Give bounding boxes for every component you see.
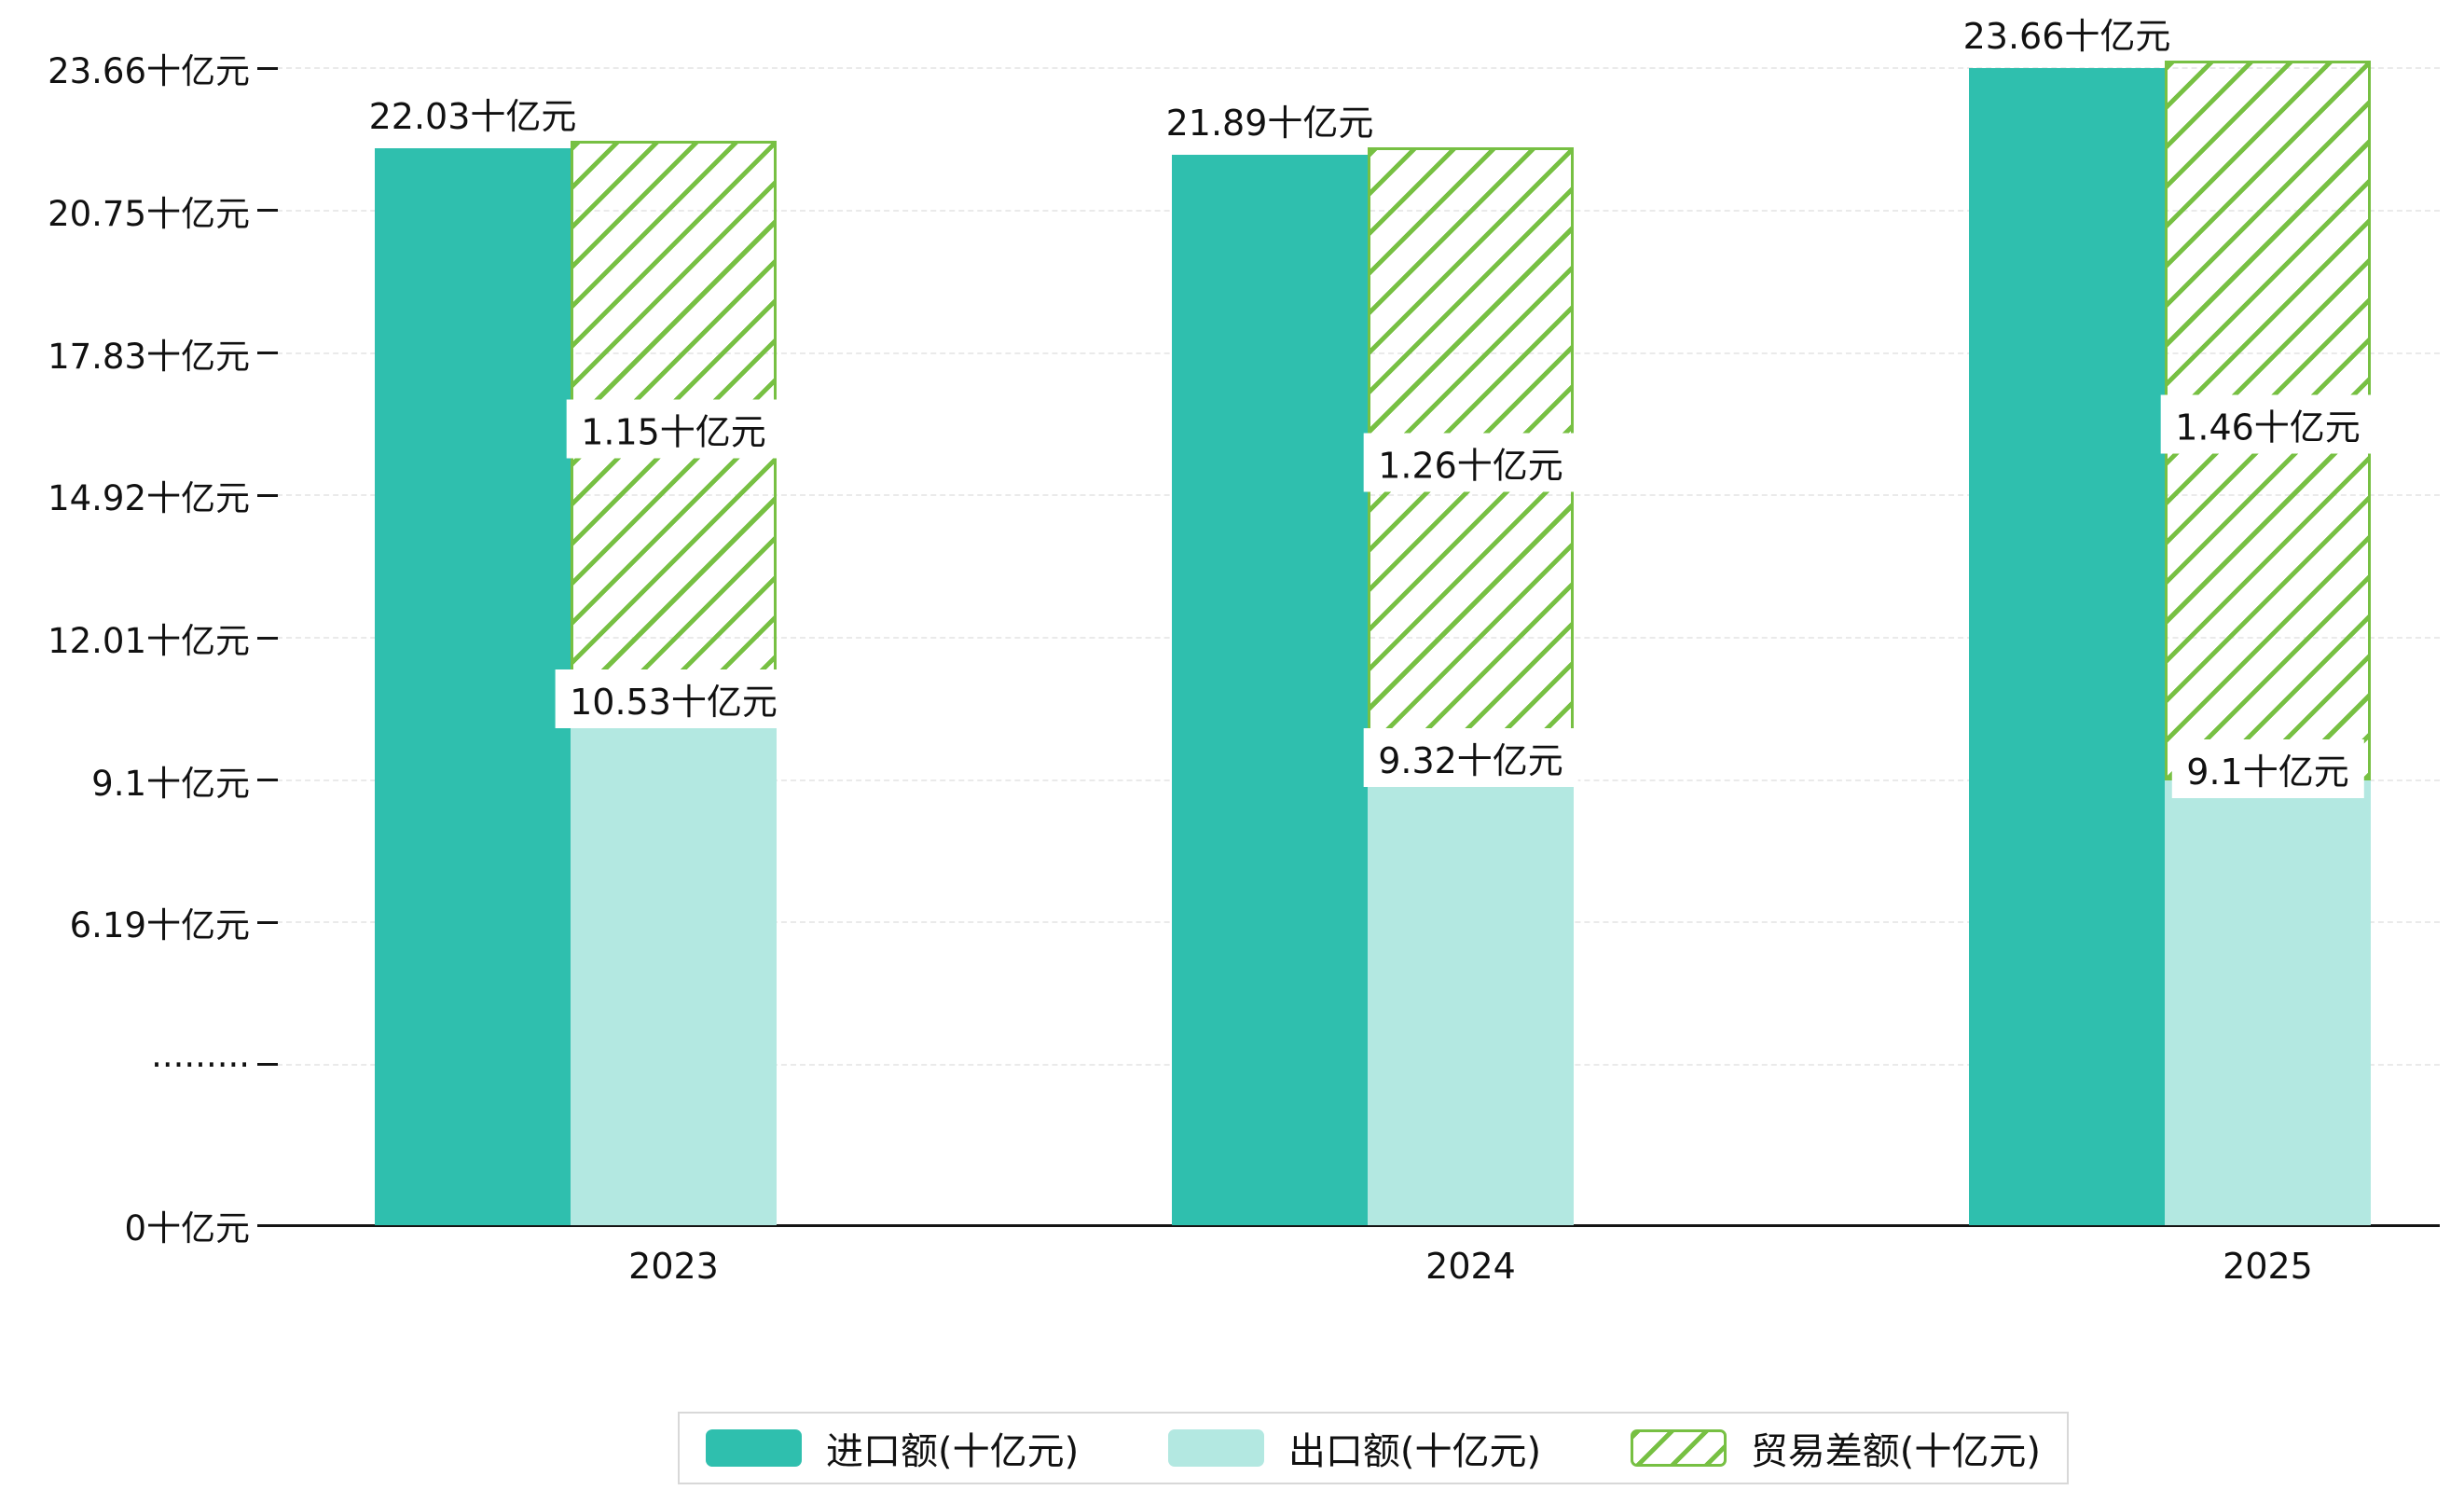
legend-item-export[interactable]: 出口额(十亿元)	[1167, 1421, 1542, 1475]
y-axis-tick-label: 17.83十亿元	[48, 336, 250, 377]
legend-label-import: 进口额(十亿元)	[826, 1430, 1080, 1473]
import-bar[interactable]	[1172, 154, 1368, 1225]
y-axis-tick-label: 23.66十亿元	[48, 51, 250, 92]
y-axis-tick	[257, 209, 278, 213]
import-swatch-icon	[706, 1429, 802, 1467]
y-axis-tick	[257, 493, 278, 497]
import-value-label: 21.89十亿元	[1165, 102, 1374, 144]
y-axis-tick	[257, 779, 278, 782]
trade-balance-value-label: 1.26十亿元	[1363, 433, 1578, 492]
y-axis-tick	[257, 920, 278, 924]
export-value-label: 10.53十亿元	[555, 669, 792, 728]
export-value-label: 9.32十亿元	[1363, 728, 1578, 788]
legend-item-trade-balance[interactable]: 贸易差额(十亿元)	[1630, 1421, 2041, 1475]
x-axis-tick-label: 2023	[628, 1246, 719, 1287]
trade-balance-value-label: 1.15十亿元	[566, 399, 781, 459]
trade-balance-value-label: 1.46十亿元	[2160, 394, 2375, 454]
legend-label-trade-balance: 贸易差额(十亿元)	[1750, 1430, 2041, 1473]
trade-balance-swatch-icon	[1630, 1429, 1727, 1467]
import-value-label: 23.66十亿元	[1962, 16, 2171, 58]
x-axis-line	[268, 1223, 2440, 1227]
y-axis-tick	[257, 352, 278, 355]
x-axis-tick-label: 2025	[2223, 1246, 2313, 1287]
export-value-label: 9.1十亿元	[2171, 738, 2364, 798]
y-axis-tick	[257, 636, 278, 640]
y-axis-tick-label: 12.01十亿元	[48, 621, 250, 662]
import-value-label: 22.03十亿元	[368, 95, 577, 137]
legend: 进口额(十亿元) 出口额(十亿元) 贸易差额(十亿元)	[678, 1412, 2069, 1484]
gridline	[268, 67, 2440, 70]
legend-label-export: 出口额(十亿元)	[1287, 1430, 1542, 1473]
export-swatch-icon	[1167, 1429, 1264, 1467]
export-bar[interactable]	[2165, 779, 2371, 1225]
y-axis-tick	[257, 66, 278, 70]
x-axis-tick-label: 2024	[1425, 1246, 1516, 1287]
import-bar[interactable]	[1969, 68, 2165, 1225]
y-axis-tick-label: 6.19十亿元	[69, 905, 250, 946]
y-axis-tick-label: 14.92十亿元	[48, 478, 250, 519]
export-bar[interactable]	[571, 710, 777, 1225]
import-bar[interactable]	[375, 147, 571, 1225]
y-axis-tick-label: 20.75十亿元	[48, 193, 250, 234]
y-axis-tick-label: 0十亿元	[124, 1208, 250, 1249]
y-axis-tick-label: 9.1十亿元	[91, 763, 250, 804]
export-bar[interactable]	[1368, 769, 1574, 1225]
y-axis-tick-label: ·········	[151, 1044, 250, 1085]
legend-item-import[interactable]: 进口额(十亿元)	[706, 1421, 1079, 1475]
y-axis-tick	[257, 1063, 278, 1067]
